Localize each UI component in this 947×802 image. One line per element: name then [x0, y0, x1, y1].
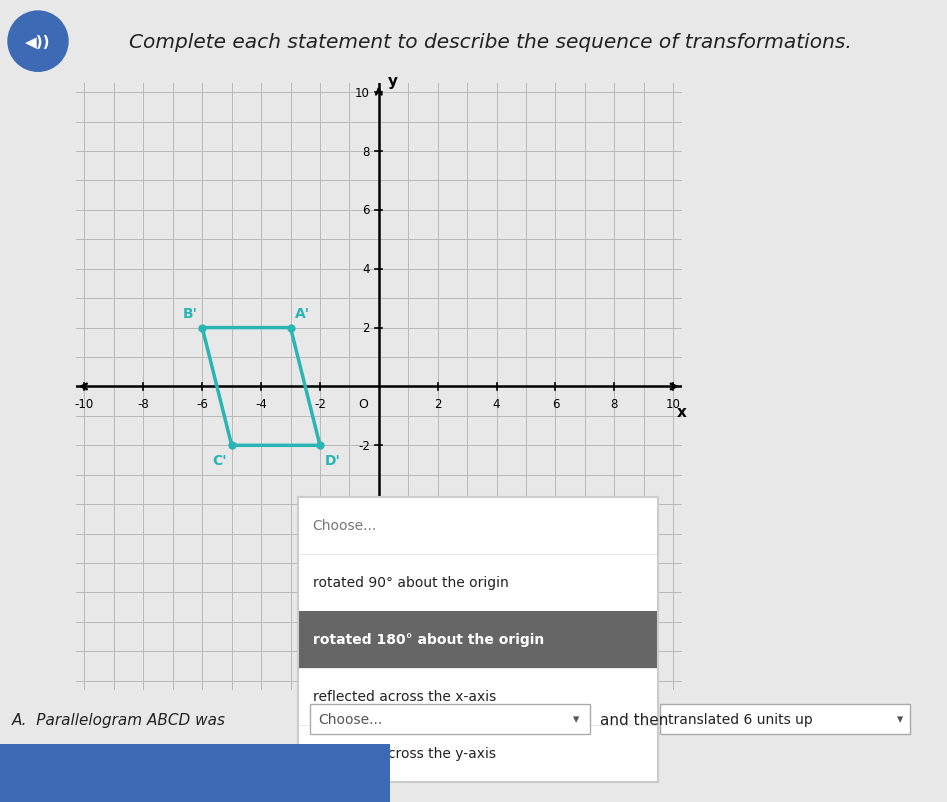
Text: -8: -8 [358, 616, 370, 629]
Text: translated 6 units up: translated 6 units up [668, 712, 813, 726]
Text: A.  Parallelogram ABCD was: A. Parallelogram ABCD was [12, 712, 226, 727]
Text: -8: -8 [137, 397, 150, 411]
Text: rotated 180° about the origin: rotated 180° about the origin [313, 633, 544, 646]
Text: -4: -4 [255, 397, 267, 411]
Text: 10: 10 [355, 87, 370, 99]
Text: 10: 10 [666, 397, 681, 411]
Text: rotated 90° about the origin: rotated 90° about the origin [313, 576, 509, 589]
FancyBboxPatch shape [310, 704, 590, 734]
FancyBboxPatch shape [298, 611, 658, 668]
Text: 2: 2 [434, 397, 441, 411]
Text: C': C' [213, 453, 227, 467]
Text: 8: 8 [611, 397, 618, 411]
Text: -2: -2 [358, 439, 370, 452]
Text: -10: -10 [75, 397, 94, 411]
Text: -4: -4 [358, 498, 370, 511]
Text: -6: -6 [358, 557, 370, 569]
Text: D': D' [325, 453, 340, 467]
Text: and then: and then [600, 712, 669, 727]
Text: -2: -2 [314, 397, 326, 411]
Text: 4: 4 [363, 263, 370, 276]
FancyBboxPatch shape [660, 704, 910, 734]
Text: Choose...: Choose... [313, 519, 377, 533]
Text: B: B [462, 516, 473, 530]
Text: 4: 4 [492, 397, 500, 411]
Text: ▾: ▾ [573, 712, 580, 725]
Text: ▾: ▾ [897, 712, 903, 725]
Text: x: x [677, 404, 687, 419]
Text: reflected across the y-axis: reflected across the y-axis [313, 747, 495, 760]
Text: 6: 6 [363, 205, 370, 217]
Circle shape [8, 12, 68, 72]
Text: A': A' [295, 307, 310, 321]
Text: 2: 2 [363, 322, 370, 334]
Text: -10: -10 [350, 674, 370, 687]
Text: reflected across the x-axis: reflected across the x-axis [313, 690, 496, 703]
Text: 6: 6 [552, 397, 559, 411]
FancyBboxPatch shape [0, 744, 390, 802]
Text: O: O [359, 397, 368, 411]
Text: Complete each statement to describe the sequence of transformations.: Complete each statement to describe the … [129, 33, 851, 51]
Text: y: y [387, 74, 398, 88]
Text: 8: 8 [363, 145, 370, 158]
Text: A: A [402, 516, 414, 530]
Text: ◀)): ◀)) [26, 34, 51, 50]
Text: B': B' [183, 307, 198, 321]
Text: -6: -6 [196, 397, 208, 411]
Text: Choose...: Choose... [318, 712, 383, 726]
